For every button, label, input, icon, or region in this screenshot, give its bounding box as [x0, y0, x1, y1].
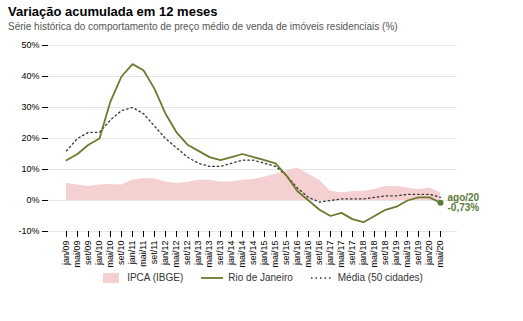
svg-text:set/14: set/14 — [248, 241, 258, 266]
svg-text:set/12: set/12 — [182, 241, 192, 266]
svg-text:mai/09: mai/09 — [72, 241, 82, 268]
svg-text:10%: 10% — [21, 164, 39, 174]
html-text:Média (50 cidades): Média (50 cidades) — [337, 272, 423, 283]
html-text:Rio de Janeiro: Rio de Janeiro — [228, 272, 293, 283]
svg-text:jan/17: jan/17 — [325, 241, 335, 267]
svg-text:mai/13: mai/13 — [204, 241, 214, 268]
svg-text:mai/19: mai/19 — [402, 241, 412, 268]
svg-text:set/18: set/18 — [380, 241, 390, 266]
html-text:Variação acumulada em 12 meses: Variação acumulada em 12 meses — [8, 4, 218, 19]
svg-text:set/19: set/19 — [413, 241, 423, 266]
html-text:Série histórica do comportamen: Série histórica do comportamento de preç… — [8, 21, 398, 32]
svg-text:0%: 0% — [26, 195, 39, 205]
svg-text:50%: 50% — [21, 40, 39, 50]
svg-text:set/17: set/17 — [347, 241, 357, 266]
svg-text:20%: 20% — [21, 133, 39, 143]
svg-text:mai/15: mai/15 — [270, 241, 280, 268]
svg-text:set/16: set/16 — [314, 241, 324, 266]
svg-text:jan/16: jan/16 — [292, 241, 302, 267]
svg-text:set/13: set/13 — [215, 241, 225, 266]
svg-text:mai/12: mai/12 — [171, 241, 181, 268]
svg-text:jan/15: jan/15 — [259, 241, 269, 267]
svg-text:jan/19: jan/19 — [391, 241, 401, 267]
svg-text:mai/10: mai/10 — [105, 241, 115, 268]
svg-text:40%: 40% — [21, 71, 39, 81]
svg-text:jan/12: jan/12 — [160, 241, 170, 267]
svg-text:set/10: set/10 — [116, 241, 126, 266]
svg-text:mai/14: mai/14 — [237, 241, 247, 268]
svg-text:jan/20: jan/20 — [424, 241, 434, 267]
svg-text:jan/10: jan/10 — [94, 241, 104, 267]
svg-text:30%: 30% — [21, 102, 39, 112]
svg-text:-10%: -10% — [18, 226, 39, 236]
svg-text:jan/11: jan/11 — [127, 241, 137, 266]
svg-text:mai/20: mai/20 — [435, 241, 445, 268]
svg-text:jan/09: jan/09 — [61, 241, 71, 267]
svg-text:jan/18: jan/18 — [358, 241, 368, 267]
svg-text:set/15: set/15 — [281, 241, 291, 266]
svg-text:mai/11: mai/11 — [138, 241, 148, 267]
svg-text:jan/14: jan/14 — [226, 241, 236, 267]
html-text:IPCA (IBGE): IPCA (IBGE) — [127, 272, 184, 283]
svg-text:set/11: set/11 — [149, 241, 159, 265]
svg-text:jan/13: jan/13 — [193, 241, 203, 267]
svg-text:mai/18: mai/18 — [369, 241, 379, 268]
svg-text:mai/17: mai/17 — [336, 241, 346, 268]
svg-text:ago/20-0,73%: ago/20-0,73% — [448, 192, 480, 213]
svg-text:set/09: set/09 — [83, 241, 93, 266]
svg-text:mai/16: mai/16 — [303, 241, 313, 268]
